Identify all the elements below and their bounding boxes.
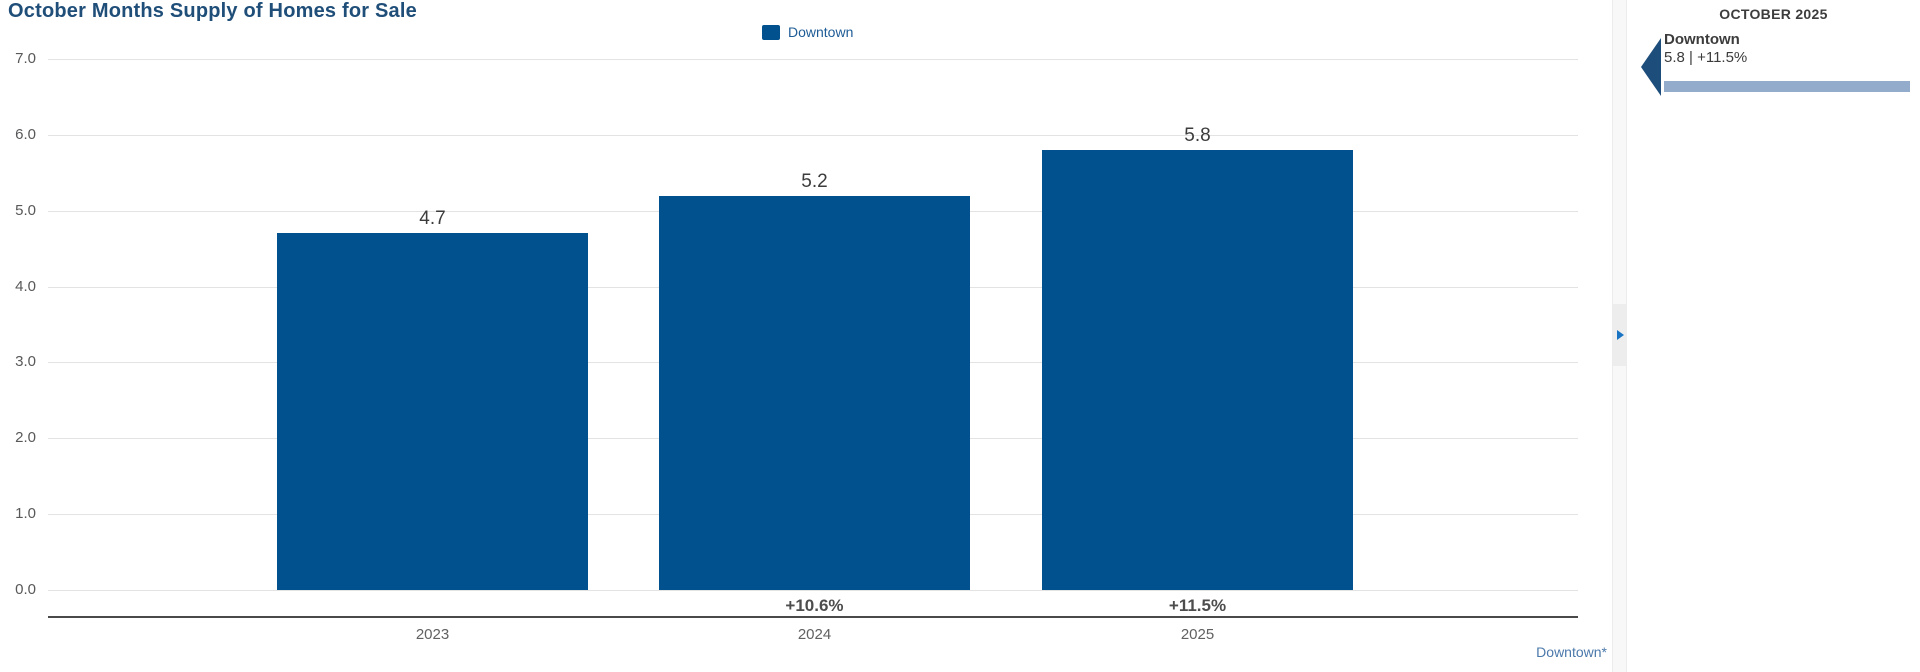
y-tick-label: 7.0 [15, 50, 36, 67]
x-axis-line [48, 616, 1578, 618]
y-tick-label: 6.0 [15, 125, 36, 143]
gridline [48, 134, 1578, 136]
panel-item-bar [1664, 81, 1910, 92]
downtown-footnote-link[interactable]: Downtown* [1536, 644, 1607, 660]
x-tick-label: 2023 [415, 626, 450, 643]
panel-item-value: 5.8 | +11.5% [1664, 49, 1748, 66]
panel-item-name: Downtown [1664, 31, 1740, 48]
y-tick-label: 5.0 [15, 201, 36, 219]
legend-item-downtown[interactable]: Downtown [762, 24, 853, 40]
x-tick-label: 2025 [1180, 626, 1215, 643]
y-tick-label: 2.0 [15, 429, 36, 447]
y-tick-label: 0.0 [15, 581, 36, 598]
legend-label: Downtown [788, 24, 854, 40]
gridline [48, 59, 1578, 60]
y-tick-label: 4.0 [15, 277, 36, 295]
chart-title: October Months Supply of Homes for Sale [8, 0, 417, 22]
gridline [48, 590, 1578, 591]
bar-2025[interactable] [1042, 150, 1353, 590]
panel-item-downtown[interactable]: Downtown 5.8 | +11.5% [1627, 0, 1920, 110]
plot-area: 4.7 5.2 5.8 +10.6% +11.5% 2023 2024 2025… [15, 50, 1578, 643]
chevron-right-icon [1617, 330, 1624, 340]
pct-change-label: +11.5% [1168, 596, 1227, 615]
bar-value-label: 4.7 [419, 208, 446, 230]
triangle-left-icon [1641, 38, 1661, 96]
legend-swatch-icon [762, 24, 780, 40]
panel-collapse-handle[interactable] [1613, 304, 1626, 366]
x-tick-label: 2024 [797, 626, 832, 643]
bar-2024[interactable] [659, 195, 970, 590]
bar-value-label: 5.8 [1184, 125, 1211, 147]
bar-value-label: 5.2 [801, 170, 828, 192]
chart-container: October Months Supply of Homes for Sale … [8, 0, 1607, 660]
panel-collapse-strip [1612, 0, 1627, 672]
summary-panel: OCTOBER 2025 Downtown 5.8 | +11.5% [1627, 0, 1920, 672]
bar-2023[interactable] [277, 233, 588, 590]
panel-heading: OCTOBER 2025 [1719, 6, 1828, 22]
y-tick-label: 1.0 [15, 505, 36, 523]
y-tick-label: 3.0 [15, 353, 36, 371]
pct-change-label: +10.6% [785, 596, 844, 615]
